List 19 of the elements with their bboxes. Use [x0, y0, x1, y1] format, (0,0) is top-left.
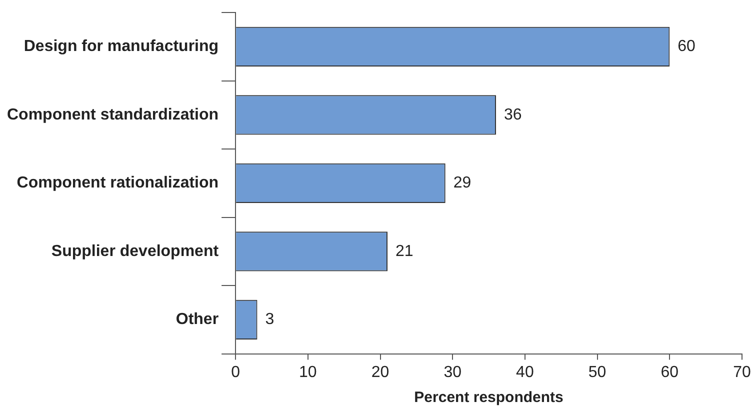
data-label: 29 — [453, 174, 472, 192]
x-tick-label: 50 — [588, 364, 606, 381]
y-tick-label: Component rationalization — [16, 174, 219, 192]
y-tick-label: Supplier development — [51, 242, 220, 260]
y-tick-label: Design for manufacturing — [24, 38, 219, 56]
x-tick-label: 40 — [516, 364, 534, 381]
x-tick-label: 30 — [444, 364, 462, 381]
data-label: 36 — [504, 106, 522, 124]
x-tick-label: 60 — [660, 364, 679, 381]
x-tick-label: 10 — [299, 364, 317, 381]
x-axis-title: Percent respondents — [414, 389, 564, 406]
data-label: 3 — [265, 311, 274, 328]
y-tick-label: Other — [176, 311, 219, 328]
x-tick-label: 20 — [371, 364, 390, 381]
x-tick-label: 0 — [231, 364, 240, 381]
y-tick-label: Component standardization — [6, 106, 219, 124]
data-label: 60 — [678, 38, 696, 56]
x-tick-label: 70 — [733, 364, 751, 381]
data-label: 21 — [395, 242, 414, 260]
